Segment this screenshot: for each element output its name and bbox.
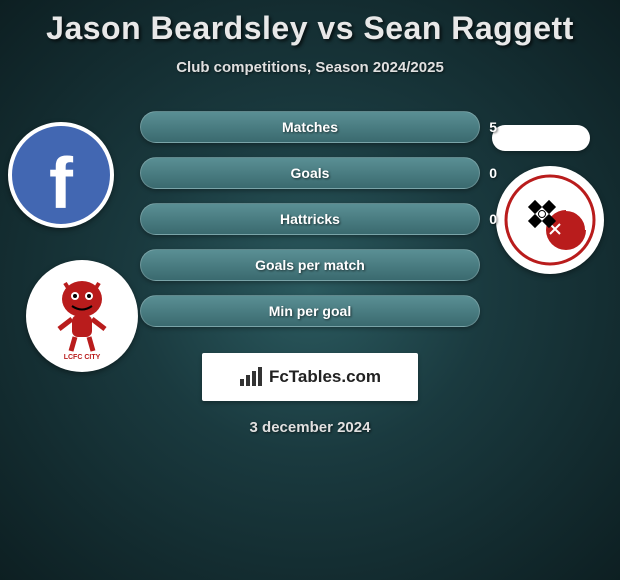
stat-value-right: 0 — [489, 211, 497, 227]
rotherham-crest-icon — [496, 166, 604, 274]
stat-label: Min per goal — [269, 303, 351, 319]
stat-label: Goals — [291, 165, 330, 181]
fctables-label: FcTables.com — [269, 367, 381, 387]
svg-text:LCFC CITY: LCFC CITY — [64, 354, 101, 361]
stat-value-right: 5 — [489, 119, 497, 135]
stat-row-min-per-goal: Min per goal — [140, 295, 480, 327]
stat-row-goals-per-match: Goals per match — [140, 249, 480, 281]
stat-row-goals: Goals 0 — [140, 157, 480, 189]
facebook-icon[interactable]: f — [8, 122, 114, 228]
page-title: Jason Beardsley vs Sean Raggett — [0, 0, 620, 47]
stat-label: Hattricks — [280, 211, 340, 227]
stat-value-right: 0 — [489, 165, 497, 181]
stat-row-matches: Matches 5 — [140, 111, 480, 143]
facebook-f-glyph: f — [49, 143, 73, 225]
stat-row-hattricks: Hattricks 0 — [140, 203, 480, 235]
fctables-branding[interactable]: FcTables.com — [202, 353, 418, 401]
lincoln-imp-svg: LCFC CITY — [37, 271, 127, 361]
stat-label: Matches — [282, 119, 338, 135]
right-team-pill — [492, 125, 590, 151]
lincoln-city-crest-icon: LCFC CITY — [26, 260, 138, 372]
rotherham-svg — [502, 172, 598, 268]
subtitle: Club competitions, Season 2024/2025 — [0, 59, 620, 76]
stat-label: Goals per match — [255, 257, 365, 273]
chart-bars-icon — [239, 367, 263, 387]
date-text: 3 december 2024 — [0, 419, 620, 436]
